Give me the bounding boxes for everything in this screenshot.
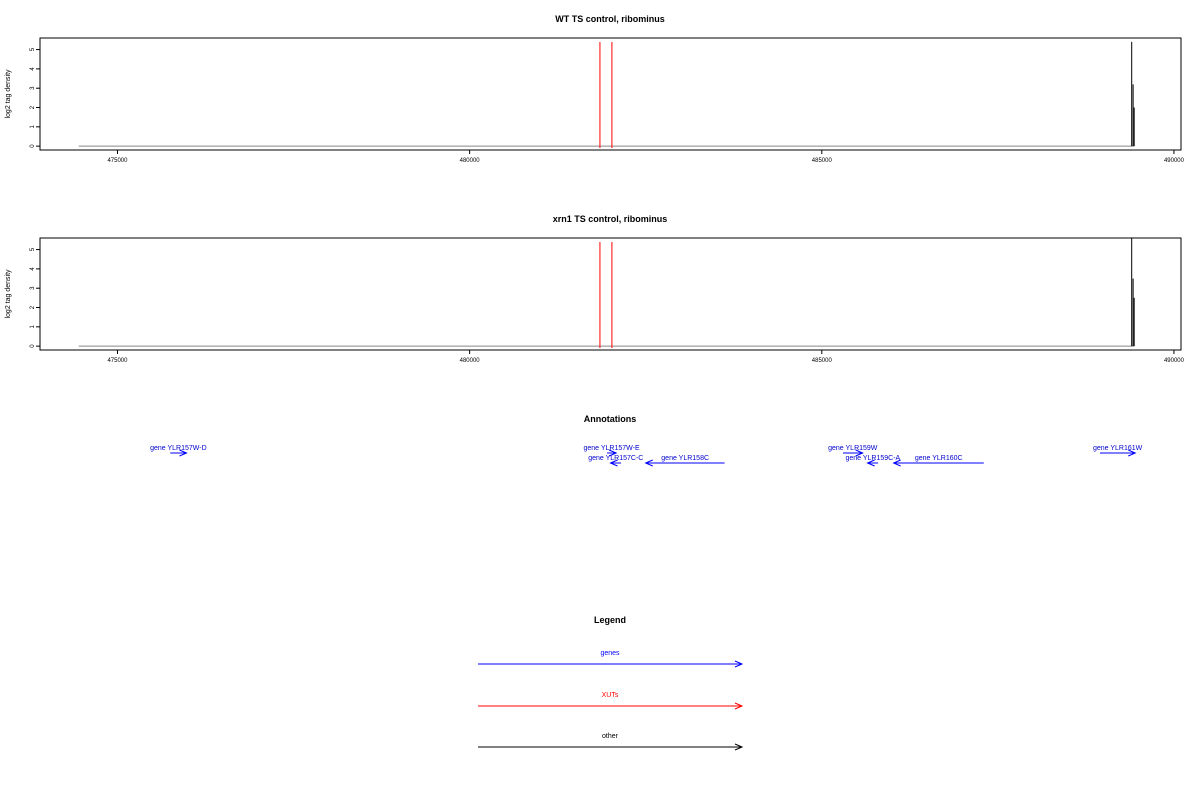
xrn1-y-tick-label: 4 [30,267,36,271]
gene-arrowhead [866,459,875,467]
gene-label: gene YLR159C-A [845,455,900,462]
gene-annotation: gene YLR157C-C [588,455,643,467]
gene-annotations: gene YLR157W-D gene YLR157W-E gene YLR157C… [150,445,1143,467]
legend-item-arrowhead [734,743,744,751]
wt-y-tick-label: 2 [30,105,36,109]
legend-title: Legend [594,615,626,625]
legend-item-arrowhead [734,702,744,710]
wt-y-tick-label: 1 [30,124,36,128]
gene-arrowhead [892,459,901,467]
gene-arrowhead [608,449,618,457]
gene-arrowhead [855,449,864,457]
xrn1-x-tick-label: 490000 [1164,358,1185,364]
legend-items: genes XUTs other [478,650,744,751]
gene-label: gene YLR157W-E [583,445,639,452]
xrn1-x-tick-label: 480000 [460,358,481,364]
gene-label: gene YLR157W-D [150,445,207,452]
wt-x-tick-label: 480000 [460,158,481,164]
gene-annotation: gene YLR161W [1093,445,1143,457]
xrn1-x-tick-label: 475000 [107,358,128,364]
wt-x-tick-label: 475000 [107,158,128,164]
wt-panel-title: WT TS control, ribominus [555,14,665,24]
legend-item-label: XUTs [602,692,619,699]
wt-panel-ylabel: log2 tag density [5,69,12,119]
wt-panel-frame [39,37,1182,151]
gene-arrowhead [644,459,653,467]
legend: Legend genes XUTs other [478,615,744,751]
gene-annotation: gene YLR159W [828,445,878,457]
xrn1-panel-title: xrn1 TS control, ribominus [553,214,668,224]
wt-panel-marks: 475000 480000 485000 490000 0 1 2 3 4 5 [30,41,1185,164]
xrn1-panel-ylabel: log2 tag density [5,269,12,319]
wt-y-tick-label: 5 [30,47,36,51]
gene-label: gene YLR159W [828,445,878,452]
gene-label: gene YLR158C [661,455,709,462]
legend-item: XUTs [478,692,744,710]
xrn1-x-tick-label: 485000 [812,358,833,364]
wt-y-tick-label: 4 [30,67,36,71]
annotations-track: Annotations gene YLR157W-D gene YLR157W-E… [150,414,1143,467]
wt-y-tick-label: 3 [30,86,36,90]
gene-annotation: gene YLR157W-D [150,445,207,457]
gene-arrowhead [179,449,188,457]
xrn1-y-tick-label: 2 [30,305,36,309]
wt-x-tick-label: 485000 [812,158,833,164]
gene-label: gene YLR160C [915,455,963,462]
gene-annotation: gene YLR160C [892,455,984,467]
annotations-title: Annotations [584,414,637,424]
legend-item-arrowhead [734,660,744,668]
legend-item-label: other [602,733,619,740]
wt-y-tick-label: 0 [30,144,36,148]
wt-x-tick-label: 490000 [1164,158,1185,164]
xrn1-y-tick-label: 3 [30,286,36,290]
gene-label: gene YLR161W [1093,445,1143,452]
legend-item: other [478,733,744,751]
xrn1-y-tick-label: 5 [30,247,36,251]
xrn1-y-tick-label: 1 [30,324,36,328]
gene-arrowhead [609,459,618,467]
gene-arrowhead [1128,449,1137,457]
gene-label: gene YLR157C-C [588,455,643,462]
legend-item: genes [478,650,744,668]
xrn1-panel-marks: 475000 480000 485000 490000 0 1 2 3 4 5 [30,238,1185,364]
gene-annotation: gene YLR157W-E [583,445,640,457]
gene-annotation: gene YLR158C [644,455,725,467]
wt-panel: WT TS control, ribominus log2 tag densit… [5,14,1185,164]
xrn1-panel: xrn1 TS control, ribominus log2 tag dens… [5,214,1185,364]
gene-annotation: gene YLR159C-A [845,455,901,467]
legend-item-label: genes [600,650,620,657]
xrn1-y-tick-label: 0 [30,344,36,348]
xrn1-panel-frame [39,237,1182,351]
